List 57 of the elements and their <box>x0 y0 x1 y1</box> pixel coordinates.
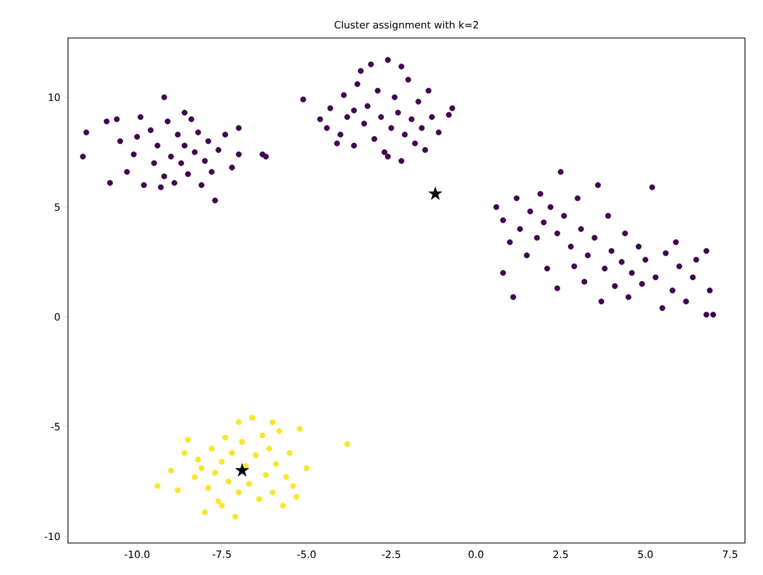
point <box>252 452 259 458</box>
point <box>293 494 300 500</box>
x-tick-label: 7.5 <box>722 550 738 558</box>
y-tick-label: 10 <box>48 94 60 102</box>
point <box>185 436 191 443</box>
y-tick-label: 5 <box>54 203 60 211</box>
point <box>304 465 310 472</box>
point <box>182 450 188 456</box>
point <box>246 480 252 487</box>
point <box>216 498 222 504</box>
point <box>290 483 296 489</box>
point <box>283 474 290 480</box>
point <box>198 465 204 472</box>
point <box>270 419 276 426</box>
point <box>205 485 212 492</box>
point <box>344 441 350 448</box>
point <box>192 474 198 480</box>
point <box>239 439 246 445</box>
point <box>236 490 242 496</box>
point <box>212 470 218 476</box>
point <box>276 428 282 434</box>
point <box>428 186 442 200</box>
point <box>270 490 276 496</box>
point <box>232 514 238 520</box>
point <box>218 458 225 465</box>
point <box>154 483 160 489</box>
point <box>208 446 215 452</box>
point <box>266 446 272 452</box>
point <box>168 468 174 474</box>
point <box>202 509 208 516</box>
point <box>280 502 286 509</box>
point <box>174 487 181 494</box>
point <box>249 414 256 421</box>
x-tick-label: 2.5 <box>553 550 568 558</box>
x-tick-label: 0.0 <box>468 550 484 558</box>
x-tick-label: -7.5 <box>212 550 231 558</box>
x-tick-label: -10.0 <box>124 550 150 558</box>
chart-title: Cluster assignment with k=2 <box>334 20 478 30</box>
y-tick-label: 0 <box>54 313 60 321</box>
x-tick-label: -5.0 <box>297 550 316 558</box>
x-tick-label: 5.0 <box>638 550 653 558</box>
point <box>296 426 303 432</box>
point <box>226 478 232 484</box>
point <box>286 450 293 456</box>
point <box>195 456 202 462</box>
point <box>218 502 225 509</box>
point <box>235 463 250 476</box>
x-tick-label: -2.5 <box>382 550 400 558</box>
point <box>260 432 266 438</box>
point <box>262 472 269 478</box>
point <box>236 419 242 426</box>
point <box>222 434 228 441</box>
y-tick-label: -5 <box>50 422 60 430</box>
point <box>273 461 279 467</box>
point <box>229 450 235 456</box>
y-tick-label: -10 <box>44 532 60 540</box>
point <box>256 496 262 502</box>
